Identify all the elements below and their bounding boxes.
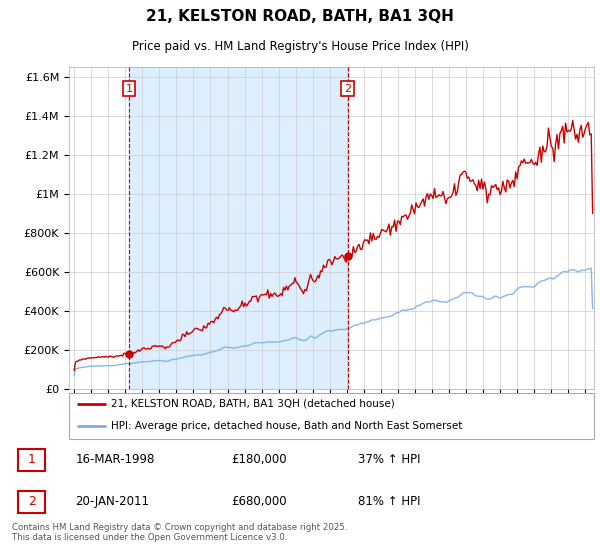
Text: 81% ↑ HPI: 81% ↑ HPI xyxy=(358,496,420,508)
Text: 1: 1 xyxy=(125,83,133,94)
Text: 1: 1 xyxy=(28,453,35,466)
Text: Contains HM Land Registry data © Crown copyright and database right 2025.
This d: Contains HM Land Registry data © Crown c… xyxy=(12,523,347,542)
Text: 2: 2 xyxy=(28,496,35,508)
Text: 37% ↑ HPI: 37% ↑ HPI xyxy=(358,453,420,466)
Text: £680,000: £680,000 xyxy=(231,496,287,508)
FancyBboxPatch shape xyxy=(18,491,46,513)
Text: 16-MAR-1998: 16-MAR-1998 xyxy=(76,453,155,466)
Text: HPI: Average price, detached house, Bath and North East Somerset: HPI: Average price, detached house, Bath… xyxy=(111,421,463,431)
Text: 21, KELSTON ROAD, BATH, BA1 3QH (detached house): 21, KELSTON ROAD, BATH, BA1 3QH (detache… xyxy=(111,399,395,409)
Text: Price paid vs. HM Land Registry's House Price Index (HPI): Price paid vs. HM Land Registry's House … xyxy=(131,40,469,53)
Text: £180,000: £180,000 xyxy=(231,453,287,466)
FancyBboxPatch shape xyxy=(18,449,46,470)
Text: 20-JAN-2011: 20-JAN-2011 xyxy=(76,496,149,508)
Bar xyxy=(129,67,347,389)
Text: 21, KELSTON ROAD, BATH, BA1 3QH: 21, KELSTON ROAD, BATH, BA1 3QH xyxy=(146,10,454,24)
Text: 2: 2 xyxy=(344,83,351,94)
FancyBboxPatch shape xyxy=(69,393,594,438)
